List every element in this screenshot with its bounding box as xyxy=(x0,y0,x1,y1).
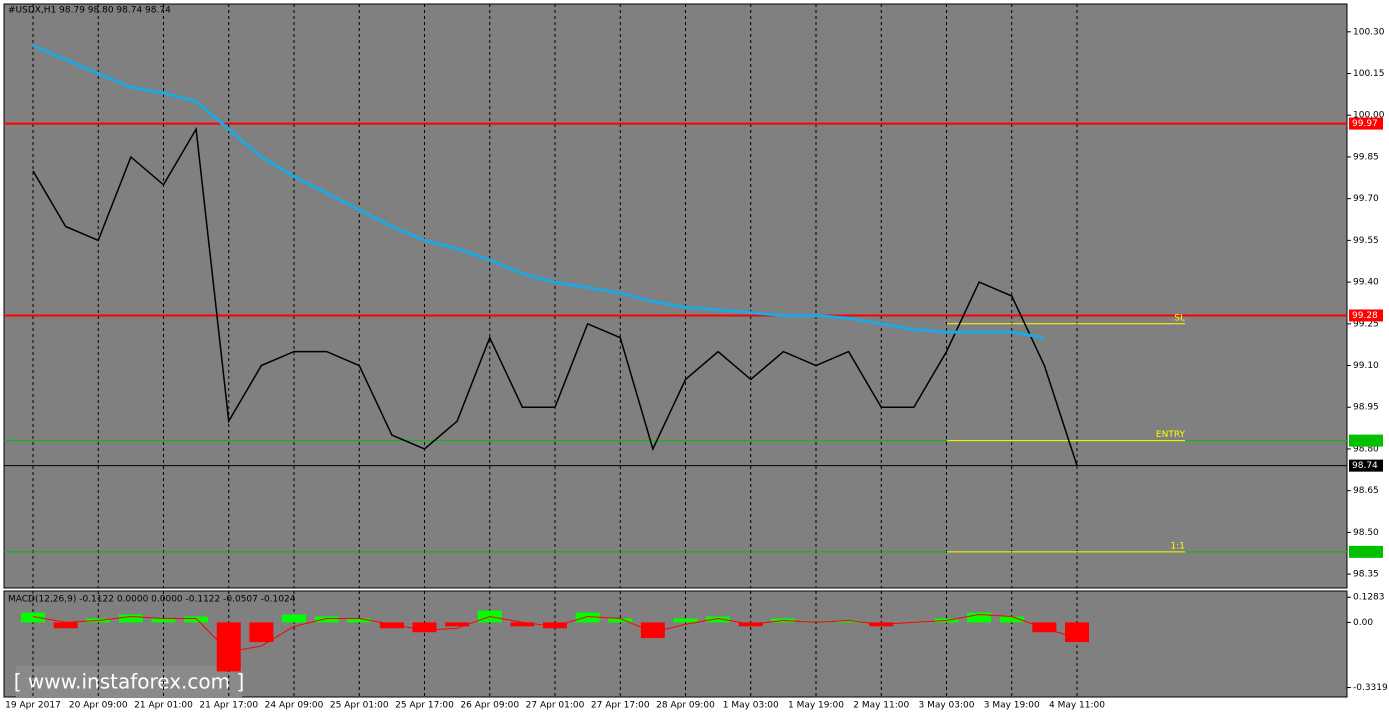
price-line xyxy=(32,126,1078,466)
macd-bar xyxy=(184,616,209,623)
y-tick-label: 0.00 xyxy=(1353,618,1373,628)
level-tag xyxy=(1349,434,1383,447)
macd-bar xyxy=(282,614,306,623)
macd-bar xyxy=(999,616,1024,623)
x-tick-label: 25 Apr 01:00 xyxy=(330,701,389,711)
macd-bar xyxy=(379,622,404,629)
x-tick-label: 19 Apr 2017 xyxy=(5,701,61,711)
macd-bar xyxy=(347,618,372,623)
macd-bar xyxy=(1032,622,1057,633)
y-tick-label: 99.70 xyxy=(1353,194,1379,204)
y-tick-label: 98.65 xyxy=(1353,486,1379,496)
y-tick-label: 100.00 xyxy=(1353,111,1385,121)
price-line xyxy=(32,44,1045,340)
macd-bar xyxy=(151,618,176,623)
macd-bar xyxy=(445,622,470,627)
macd-bar xyxy=(673,618,698,623)
x-tick-label: 4 May 11:00 xyxy=(1049,701,1105,711)
level-tag xyxy=(1349,459,1383,472)
y-tick-label: 99.40 xyxy=(1353,278,1379,288)
macd-bar xyxy=(216,622,241,672)
macd-bar xyxy=(640,622,665,639)
y-tick-label: 99.25 xyxy=(1353,319,1379,329)
y-tick-label: 0.1283 xyxy=(1353,593,1385,603)
x-tick-label: 20 Apr 09:00 xyxy=(69,701,128,711)
macd-bar xyxy=(412,622,437,633)
y-tick-label: 98.35 xyxy=(1353,570,1379,580)
x-tick-label: 24 Apr 09:00 xyxy=(265,701,324,711)
level-tag xyxy=(1349,309,1383,322)
macd-bar xyxy=(575,612,600,623)
macd-bar xyxy=(608,618,633,623)
y-tick-label: 98.95 xyxy=(1353,403,1379,413)
x-tick-label: 28 Apr 09:00 xyxy=(656,701,715,711)
macd-bar xyxy=(510,622,535,627)
trade-label: ENTRY xyxy=(1156,430,1186,440)
macd-bar xyxy=(967,612,992,623)
chart-title: #USDX,H1 98.79 98.80 98.74 98.74 xyxy=(8,6,171,16)
macd-bar xyxy=(1065,622,1089,643)
trade-label: 1:1 xyxy=(1171,541,1185,551)
macd-bar xyxy=(53,622,78,629)
macd-bar xyxy=(21,612,45,623)
y-tick-label: 99.10 xyxy=(1353,361,1379,371)
x-tick-label: 27 Apr 01:00 xyxy=(526,701,585,711)
x-tick-label: 2 May 11:00 xyxy=(853,701,909,711)
y-tick-label: 100.15 xyxy=(1353,69,1385,79)
x-tick-label: 3 May 03:00 xyxy=(919,701,975,711)
y-tick-label: 98.80 xyxy=(1353,444,1379,454)
macd-signal xyxy=(32,614,1078,653)
y-tick-label: 100.30 xyxy=(1353,27,1385,37)
macd-bar xyxy=(118,614,143,623)
y-tick-label: -0.3319 xyxy=(1353,683,1388,693)
level-label: 99.97 xyxy=(1352,119,1378,129)
price-panel xyxy=(3,3,1348,589)
x-tick-label: 1 May 03:00 xyxy=(723,701,779,711)
level-tag xyxy=(1349,545,1383,558)
watermark-box xyxy=(16,666,242,698)
x-tick-label: 27 Apr 17:00 xyxy=(591,701,650,711)
macd-bar xyxy=(836,620,861,623)
x-tick-label: 3 May 19:00 xyxy=(984,701,1040,711)
x-tick-label: 1 May 19:00 xyxy=(788,701,844,711)
level-tag xyxy=(1349,117,1383,130)
macd-bar xyxy=(314,616,339,623)
y-tick-label: 99.85 xyxy=(1353,152,1379,162)
x-tick-label: 21 Apr 17:00 xyxy=(199,701,258,711)
macd-title: MACD(12,26,9) -0.1122 0.0000 0.0000 -0.1… xyxy=(8,595,296,605)
trade-label: SL xyxy=(1174,313,1185,323)
watermark: [ www.instaforex.com ] xyxy=(14,670,245,694)
macd-bar xyxy=(706,616,731,623)
x-tick-label: 26 Apr 09:00 xyxy=(460,701,519,711)
y-tick-label: 98.50 xyxy=(1353,528,1379,538)
x-tick-label: 21 Apr 01:00 xyxy=(134,701,193,711)
level-label: 99.28 xyxy=(1352,311,1378,321)
macd-bar xyxy=(543,622,567,629)
level-label: 98.74 xyxy=(1352,461,1378,471)
x-tick-label: 25 Apr 17:00 xyxy=(395,701,454,711)
macd-bar xyxy=(249,622,274,643)
y-tick-label: 99.55 xyxy=(1353,236,1379,246)
